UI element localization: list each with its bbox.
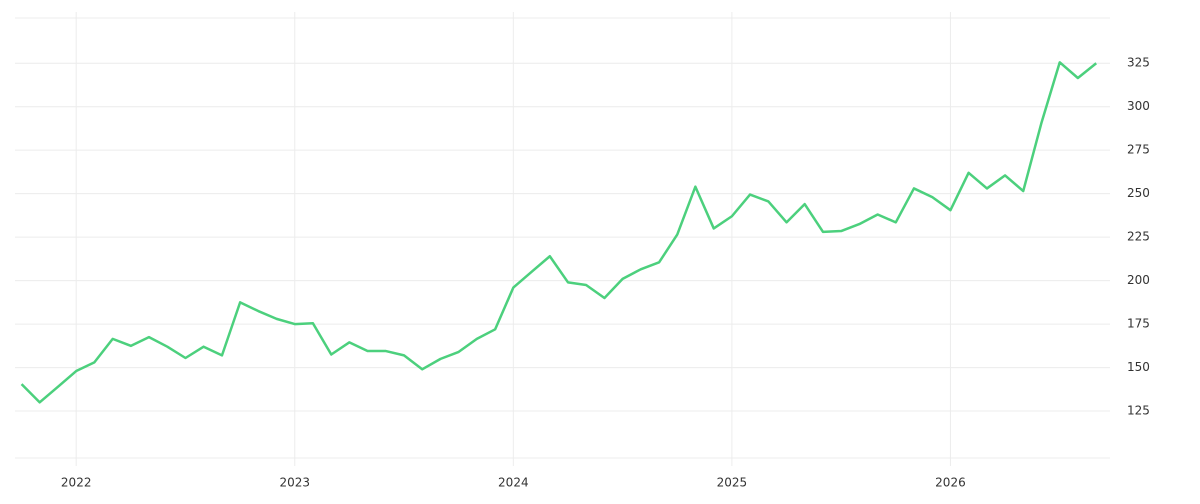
- x-tick-label: 2024: [498, 476, 529, 490]
- y-tick-label: 225: [1127, 230, 1150, 244]
- y-tick-label: 325: [1127, 56, 1150, 70]
- y-tick-label: 200: [1127, 273, 1150, 287]
- x-tick-label: 2022: [61, 476, 92, 490]
- x-tick-label: 2026: [935, 476, 966, 490]
- y-tick-label: 250: [1127, 186, 1150, 200]
- y-tick-label: 275: [1127, 143, 1150, 157]
- x-tick-label: 2023: [279, 476, 310, 490]
- line-series: [20, 61, 1098, 404]
- x-tick-label: 2025: [717, 476, 748, 490]
- y-tick-label: 150: [1127, 360, 1150, 374]
- y-tick-label: 125: [1127, 404, 1150, 418]
- y-tick-label: 300: [1127, 99, 1150, 113]
- y-tick-label: 175: [1127, 317, 1150, 331]
